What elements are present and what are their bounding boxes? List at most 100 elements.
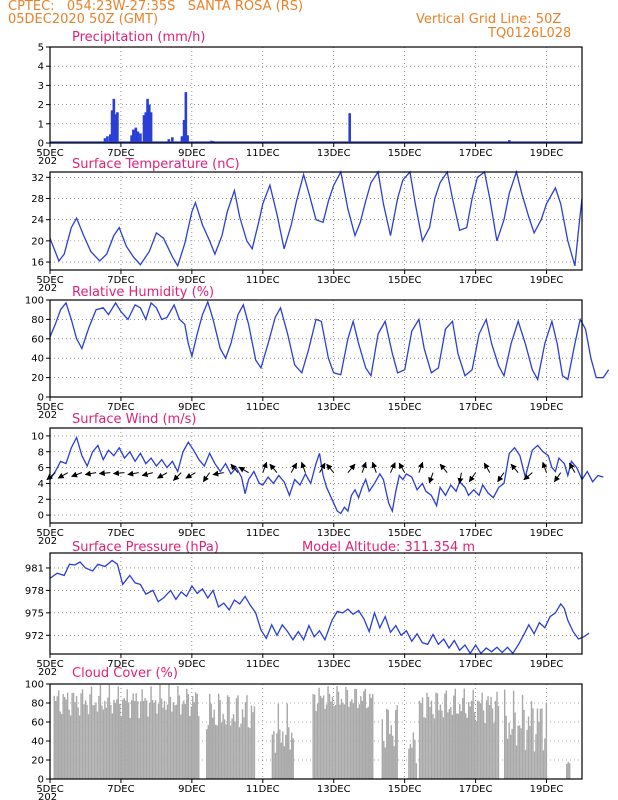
wind-ytick-label: 0 bbox=[38, 511, 44, 522]
wind-frame bbox=[49, 427, 583, 524]
cloud-bar bbox=[393, 746, 395, 779]
cloud-bar bbox=[337, 691, 340, 779]
cloud-bar bbox=[514, 712, 516, 779]
cloud-bar bbox=[447, 712, 449, 779]
cloud-bar bbox=[286, 703, 288, 779]
rh-series-line bbox=[49, 299, 610, 382]
cloud-bar bbox=[567, 761, 569, 779]
cloud-year-stub: 202 bbox=[38, 792, 57, 800]
precip-ytick-label: 1 bbox=[38, 119, 44, 130]
precip-xtick-label: 11DEC bbox=[246, 148, 280, 159]
rh-xtick-label: 7DEC bbox=[107, 402, 134, 413]
rh-ytick-label: 20 bbox=[31, 373, 44, 384]
cloud-bar bbox=[168, 684, 170, 779]
cloud-bar bbox=[427, 696, 430, 779]
header-line2-left: 05DEC2020 50Z (GMT) bbox=[8, 12, 159, 27]
cloud-bar bbox=[463, 688, 465, 779]
cloud-bar bbox=[229, 725, 232, 779]
cloud-bar bbox=[80, 693, 82, 779]
rh-xtick-label: 15DEC bbox=[388, 402, 422, 413]
cloud-bar bbox=[451, 714, 454, 779]
pressure-xtick-label: 15DEC bbox=[388, 659, 422, 670]
cloud-bar bbox=[169, 696, 172, 779]
cloud-bar bbox=[372, 694, 374, 779]
cloud-bar bbox=[479, 703, 482, 779]
cloud-bar bbox=[107, 697, 109, 779]
cloud-bar bbox=[150, 686, 152, 779]
cloud-bar bbox=[476, 700, 479, 779]
cloud-bar bbox=[466, 717, 468, 779]
cloud-bar bbox=[536, 708, 539, 779]
cloud-bar bbox=[415, 763, 418, 779]
cloud-bar bbox=[190, 706, 192, 779]
wind-arrow-36 bbox=[554, 472, 562, 483]
wind-arrow-3 bbox=[84, 470, 97, 477]
cloud-bar bbox=[162, 707, 164, 779]
cloud-bar bbox=[315, 710, 317, 779]
wind-ytick-label: 6 bbox=[38, 463, 44, 474]
cloud-bar bbox=[420, 702, 422, 779]
cloud-bar bbox=[212, 717, 214, 779]
cloud-bar bbox=[93, 704, 96, 779]
cloud-bar bbox=[351, 699, 353, 779]
cloud-xtick-label: 7DEC bbox=[107, 784, 134, 795]
cloud-bar bbox=[412, 732, 415, 779]
rh-ytick-label: 0 bbox=[38, 393, 44, 404]
wind-arrow-2 bbox=[71, 471, 83, 478]
cloud-bar bbox=[63, 696, 66, 779]
cloud-bar bbox=[234, 721, 236, 779]
precip-bar-8 bbox=[132, 129, 135, 143]
wind-arrow-14 bbox=[238, 466, 249, 474]
cloud-bar bbox=[132, 693, 134, 779]
cloud-bar bbox=[96, 711, 99, 779]
cloud-bar bbox=[136, 701, 139, 779]
temp-year-stub: 202 bbox=[38, 283, 57, 294]
cloud-bar bbox=[131, 700, 133, 779]
cloud-bar bbox=[505, 715, 507, 779]
cloud-bar bbox=[56, 696, 58, 779]
cloud-bar bbox=[206, 729, 208, 779]
temp-ytick-label: 24 bbox=[31, 215, 44, 226]
precip-bar-11 bbox=[139, 133, 142, 143]
cloud-bar bbox=[232, 714, 235, 779]
cloud-bar bbox=[95, 702, 97, 779]
cloud-bar bbox=[282, 731, 284, 779]
cloud-bar bbox=[53, 695, 55, 779]
cloud-bar bbox=[390, 725, 392, 779]
precip-bar-7 bbox=[130, 135, 133, 143]
precip-bar-10 bbox=[136, 131, 140, 143]
precip-ytick-label: 5 bbox=[38, 43, 44, 54]
rh-xtick-label: 5DEC bbox=[36, 402, 63, 413]
cloud-bar bbox=[238, 727, 241, 779]
wind-xtick-label: 19DEC bbox=[530, 528, 564, 539]
cloud-bar bbox=[389, 733, 391, 779]
cloud-bar bbox=[336, 686, 338, 779]
temp-xtick-label: 11DEC bbox=[246, 275, 280, 286]
wind-year-stub: 202 bbox=[38, 536, 57, 547]
cloud-bar bbox=[529, 725, 531, 779]
cloud-bar bbox=[331, 696, 334, 779]
rh-title: Relative Humidity (%) bbox=[72, 285, 214, 300]
cloud-bar bbox=[126, 689, 128, 779]
rh-xtick-label: 13DEC bbox=[317, 402, 351, 413]
wind-xtick-label: 17DEC bbox=[459, 528, 493, 539]
cloud-xtick-label: 19DEC bbox=[530, 784, 564, 795]
header-line2-right: TQ0126L028 bbox=[488, 26, 572, 41]
cloud-bar bbox=[426, 692, 428, 779]
cloud-bar bbox=[228, 697, 230, 779]
wind-arrow-33 bbox=[510, 463, 519, 473]
cloud-bar bbox=[345, 686, 347, 779]
cloud-bar bbox=[433, 718, 436, 779]
wind-title: Surface Wind (m/s) bbox=[72, 412, 196, 427]
cloud-bar bbox=[178, 695, 181, 779]
cloud-bar bbox=[217, 693, 220, 779]
wind-xtick-label: 13DEC bbox=[317, 528, 351, 539]
cloud-bar bbox=[493, 723, 495, 779]
wind-arrow-17 bbox=[290, 462, 298, 473]
pressure-series-line bbox=[49, 559, 590, 655]
pressure-panel: Surface Pressure (hPa) Model Altitude: 31… bbox=[25, 540, 590, 678]
cloud-bar bbox=[174, 705, 176, 779]
wind-arrow-12 bbox=[212, 470, 224, 477]
cloud-bar bbox=[494, 701, 497, 779]
